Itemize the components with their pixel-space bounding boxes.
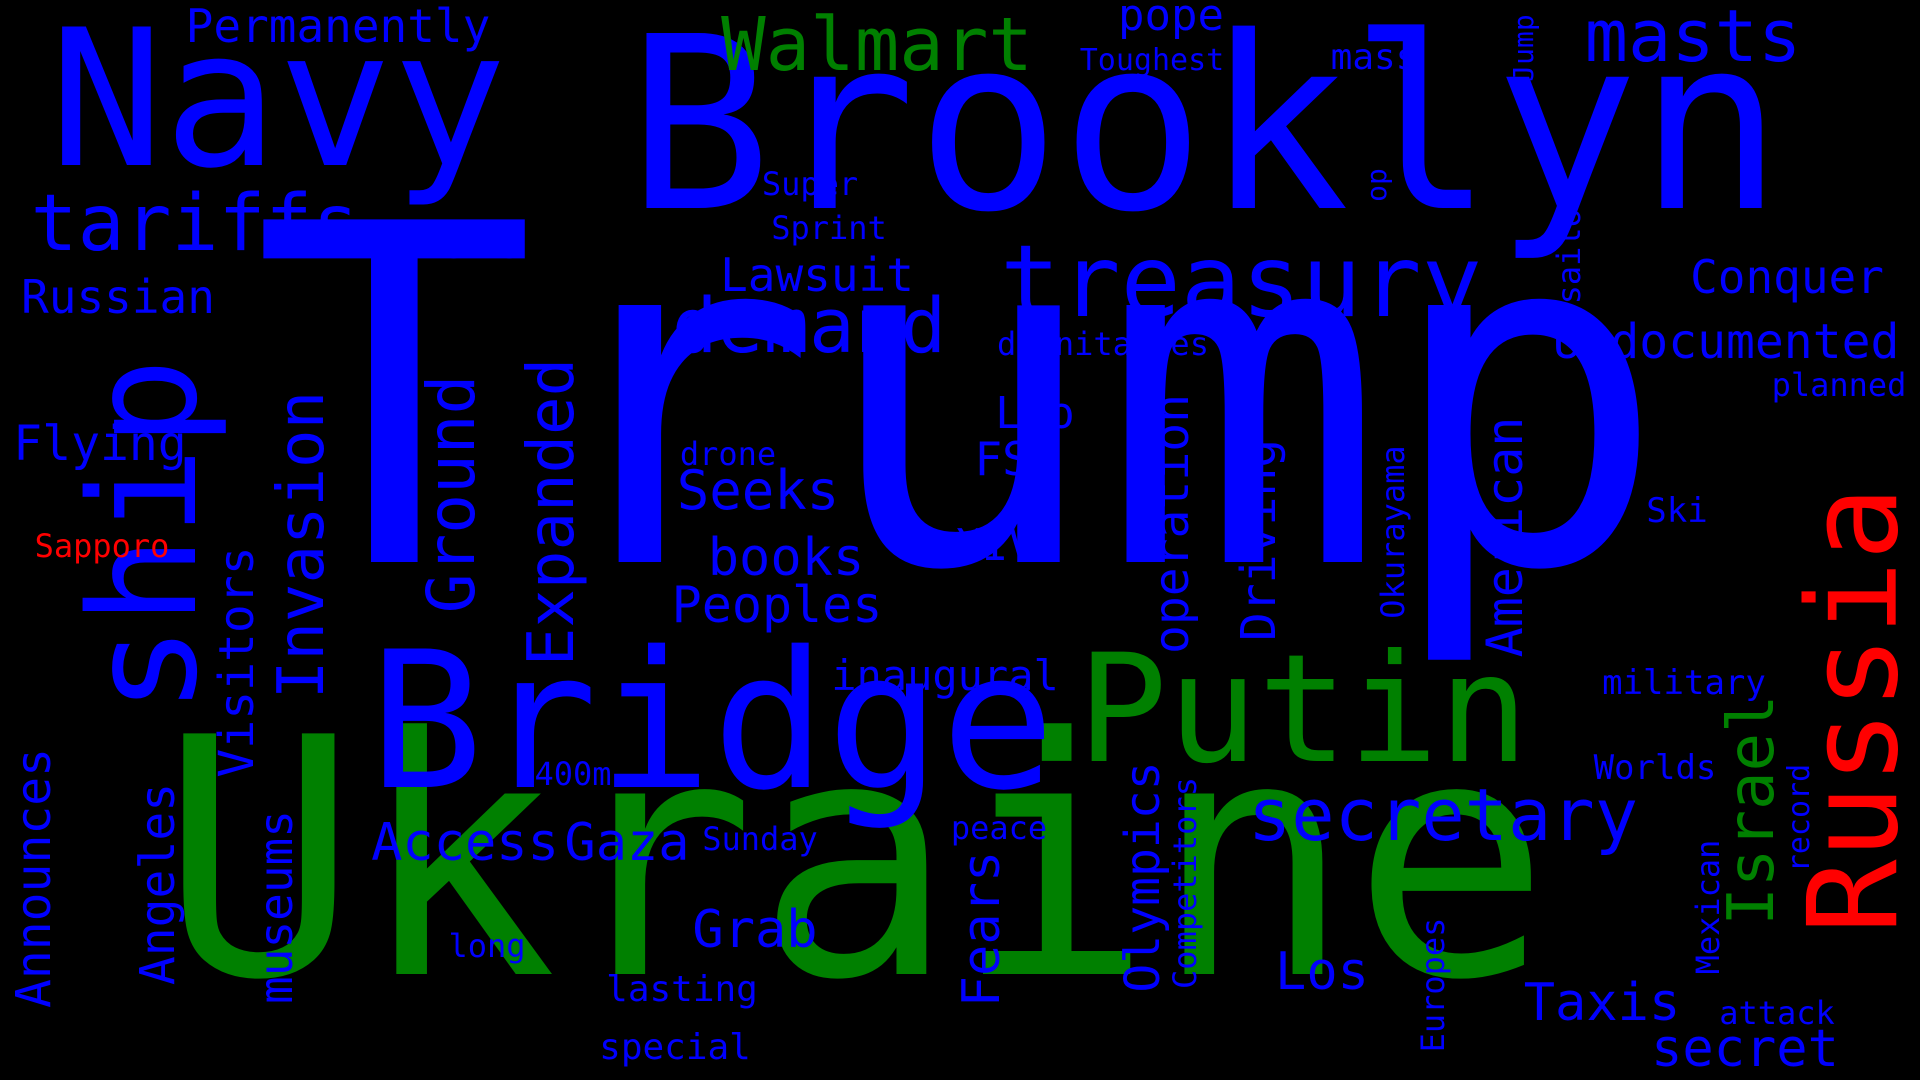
- word-navy: Navy: [49, 0, 507, 210]
- word-europes: Europes: [1414, 917, 1452, 1053]
- word-attack: attack: [1719, 994, 1835, 1032]
- word-gaza: Gaza: [564, 813, 690, 873]
- word-russian: Russian: [21, 270, 215, 324]
- word-demand: demand: [671, 281, 947, 370]
- word-invasion: Invasion: [265, 390, 339, 700]
- word-olympics: Olympics: [1115, 761, 1171, 993]
- word-undocumented: Undocumented: [1552, 314, 1900, 370]
- word-xiv: XIV: [955, 520, 1035, 571]
- word-los: Los: [1275, 942, 1369, 1002]
- word-okurayama: Okurayama: [1374, 445, 1412, 619]
- word-worlds: Worlds: [1593, 748, 1717, 788]
- word-jump: Jump: [1507, 14, 1540, 82]
- word-books: books: [707, 528, 865, 588]
- word-visitors: Visitors: [209, 546, 265, 778]
- word-op: op: [1360, 168, 1393, 202]
- word-lasting: lasting: [606, 969, 758, 1010]
- word-mass: mass: [1330, 37, 1418, 78]
- word-driving: Driving: [1231, 438, 1287, 642]
- word-announces: Announces: [6, 747, 62, 1009]
- word-ground: Ground: [413, 374, 490, 614]
- word-dignitaries: dignitaries: [997, 325, 1209, 363]
- word-walmart: Walmart: [721, 2, 1033, 88]
- word-treasury: treasury: [1000, 223, 1482, 340]
- word-sapporo: Sapporo: [34, 527, 170, 565]
- word-bridge: Bridge: [368, 611, 1056, 832]
- word-angeles: Angeles: [130, 782, 186, 986]
- word-record: record: [1782, 763, 1817, 873]
- word-planned: planned: [1771, 366, 1907, 404]
- word-pope: pope: [1118, 0, 1224, 41]
- word-permanently: Permanently: [185, 0, 491, 53]
- word-fears: Fears: [952, 850, 1012, 1008]
- word-competitors: Competitors: [1166, 777, 1204, 989]
- word-400m: 400m: [534, 755, 612, 793]
- word-drone: drone: [679, 435, 777, 473]
- word-masts: masts: [1584, 0, 1802, 78]
- word-flying: Flying: [13, 416, 187, 472]
- word-mexican: Mexican: [1689, 839, 1727, 975]
- word-super: Super: [761, 165, 859, 203]
- word-grab: Grab: [692, 900, 818, 960]
- word-toughest: Toughest: [1079, 43, 1225, 78]
- word-ukraine: Ukraine: [159, 668, 1551, 1052]
- word-sailors: sailors: [1550, 169, 1588, 305]
- word-inaugural: inaugural: [831, 651, 1059, 700]
- word-peace: peace: [950, 809, 1048, 847]
- word-museums: museums: [249, 810, 303, 1004]
- word-taxis: Taxis: [1523, 973, 1681, 1033]
- word-lawsuit: Lawsuit: [720, 248, 914, 302]
- word-tariffs: tariffs: [30, 179, 360, 269]
- word-sunday: Sunday: [702, 820, 818, 858]
- word-leo: Leo: [995, 388, 1075, 439]
- word-secretary: secretary: [1247, 773, 1639, 857]
- word-seeks: Seeks: [676, 459, 840, 522]
- word-brooklyn: Brooklyn: [627, 0, 1783, 265]
- word-fsb: FSB: [974, 432, 1058, 486]
- word-peoples: Peoples: [671, 576, 883, 634]
- word-ski: Ski: [1646, 491, 1708, 531]
- word-long: long: [448, 927, 526, 965]
- word-military: military: [1602, 663, 1766, 703]
- word-sprint: Sprint: [771, 209, 887, 247]
- word-trump: Trump: [252, 126, 1668, 673]
- word-special: special: [599, 1027, 751, 1068]
- word-expanded: Expanded: [515, 357, 589, 667]
- word-data: Data: [414, 215, 526, 269]
- word-secret: secret: [1651, 1019, 1839, 1079]
- word-operation: operation: [1144, 393, 1200, 655]
- word-conquer: Conquer: [1690, 250, 1884, 304]
- word-american: American: [1476, 416, 1534, 658]
- word-israel: Israel: [1715, 694, 1789, 926]
- word-putin: Putin: [1077, 623, 1529, 797]
- word-access: Access: [371, 813, 559, 873]
